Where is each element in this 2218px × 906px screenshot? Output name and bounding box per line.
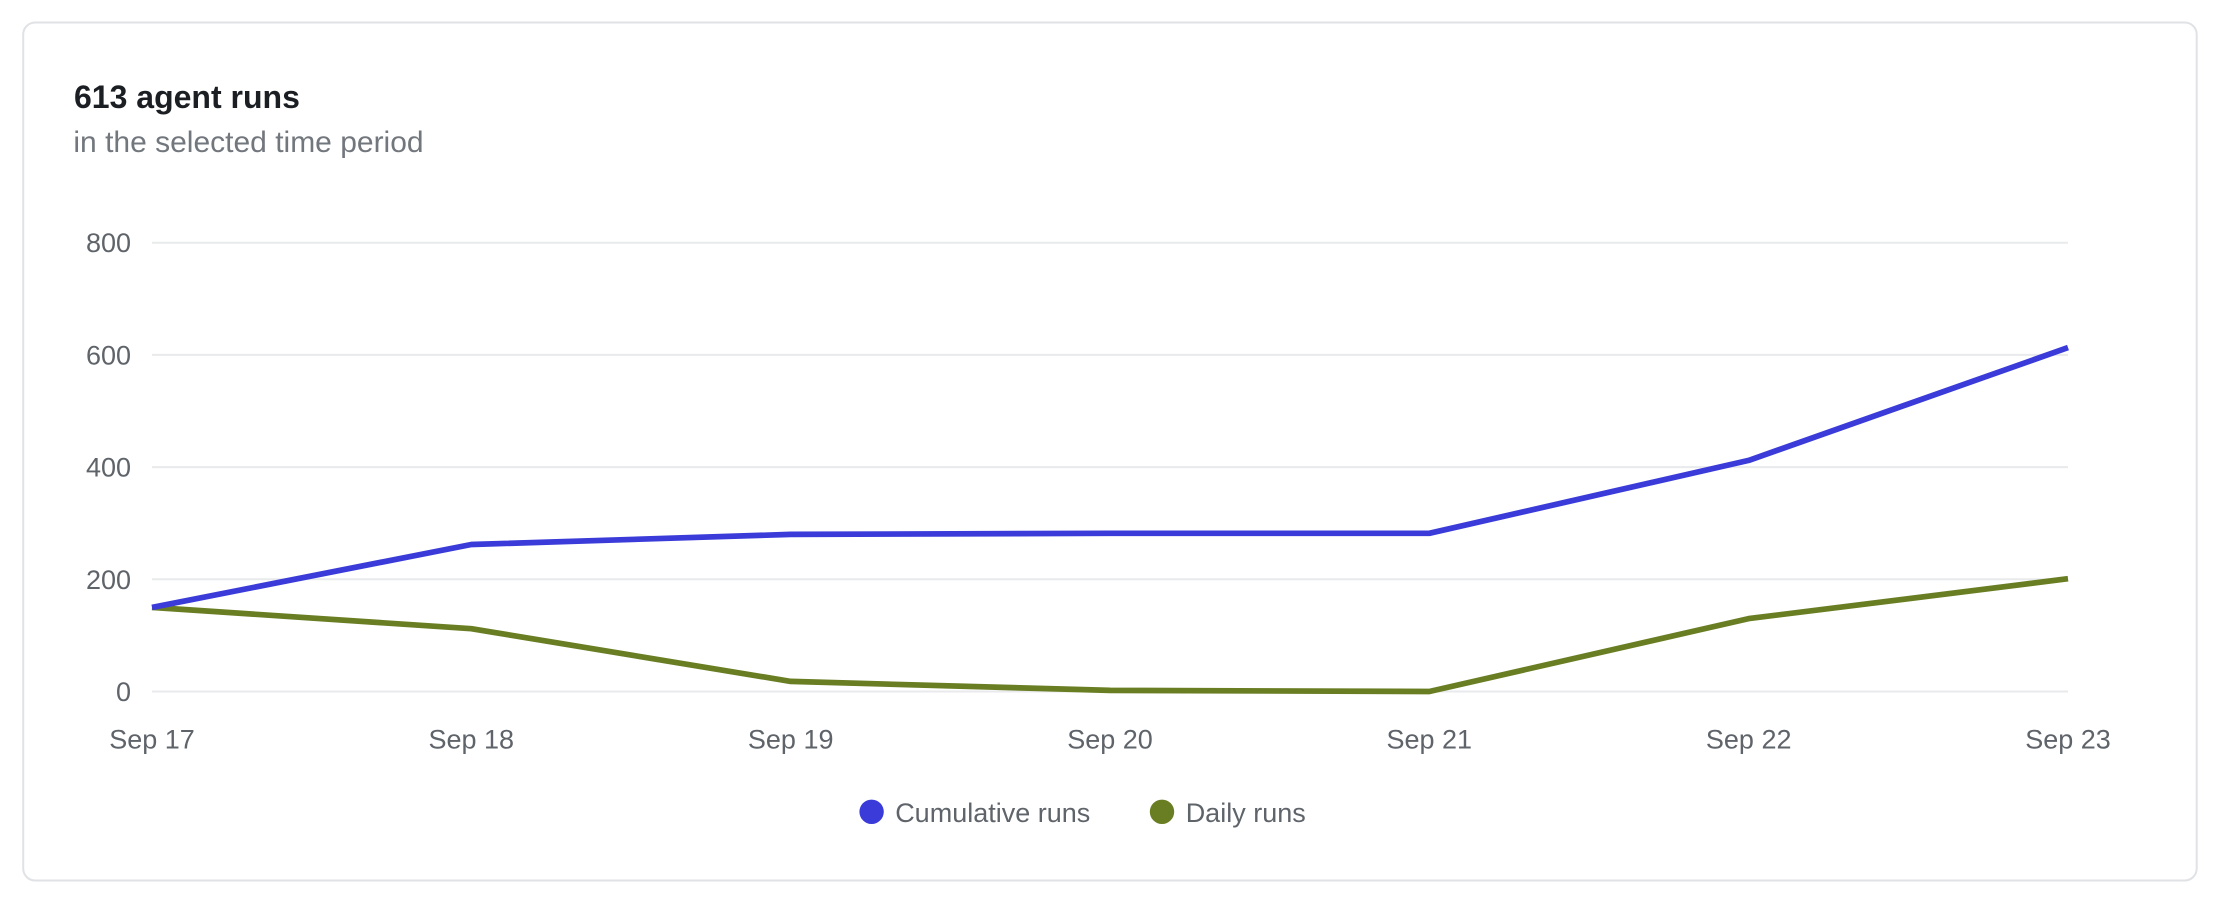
svg-text:613 agent runs: 613 agent runs (74, 79, 300, 115)
svg-text:in the selected time period: in the selected time period (73, 126, 423, 159)
svg-text:Cumulative runs: Cumulative runs (895, 798, 1090, 828)
svg-text:Sep 20: Sep 20 (1067, 724, 1153, 754)
svg-text:Sep 18: Sep 18 (429, 724, 515, 754)
svg-text:800: 800 (86, 228, 131, 258)
svg-text:0: 0 (116, 677, 131, 707)
svg-text:Sep 21: Sep 21 (1387, 724, 1473, 754)
svg-text:Sep 19: Sep 19 (748, 724, 834, 754)
svg-text:600: 600 (86, 340, 131, 370)
svg-text:200: 200 (86, 565, 131, 595)
svg-text:Sep 23: Sep 23 (2025, 724, 2111, 754)
svg-text:Daily runs: Daily runs (1186, 798, 1306, 828)
svg-text:Sep 22: Sep 22 (1706, 724, 1792, 754)
svg-text:Sep 17: Sep 17 (109, 724, 195, 754)
svg-text:400: 400 (86, 453, 131, 483)
